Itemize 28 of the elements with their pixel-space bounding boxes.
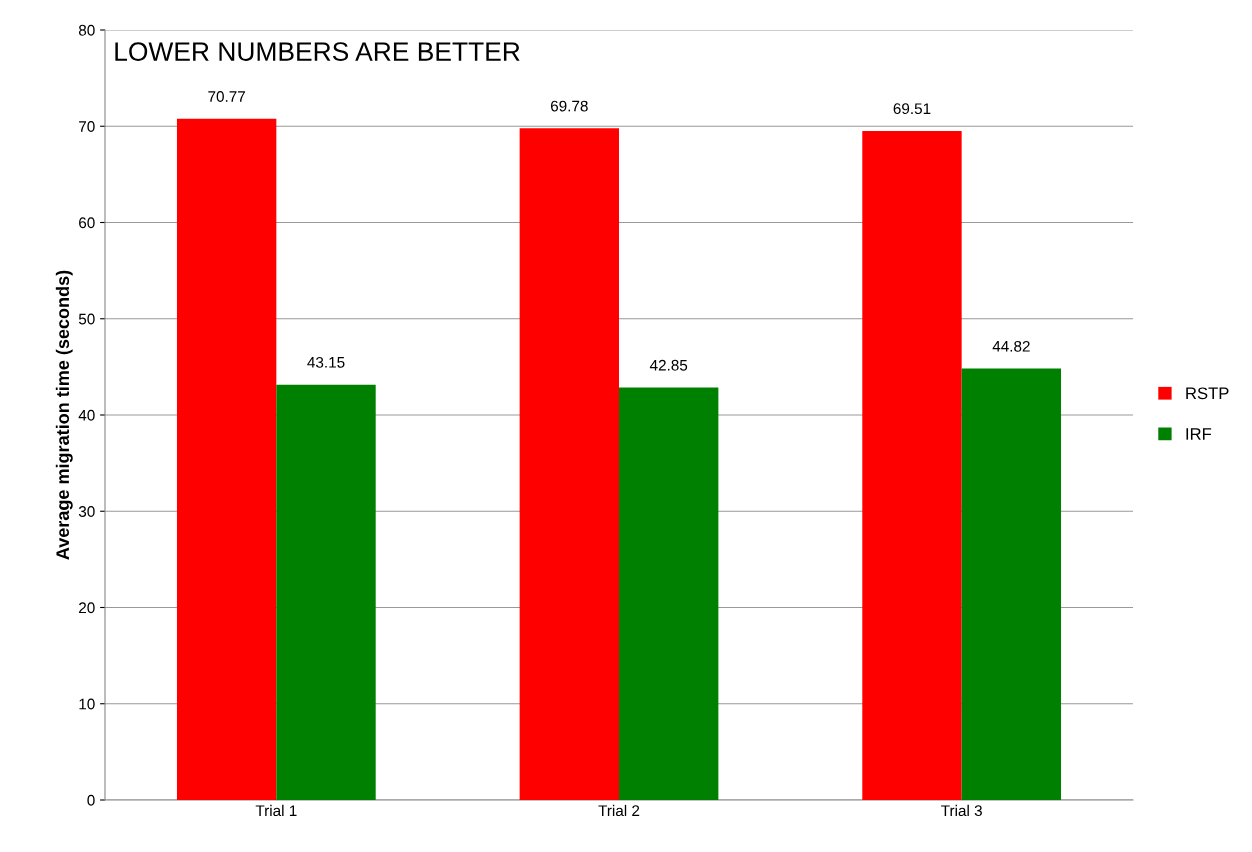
bar	[619, 387, 719, 800]
y-tick-label: 40	[78, 409, 95, 421]
x-tick-label: Trial 1	[255, 804, 297, 817]
data-label: 42.85	[649, 359, 688, 371]
data-label: 43.15	[307, 356, 345, 368]
y-tick-label: 70	[79, 121, 95, 132]
bar	[176, 118, 277, 800]
legend-label: IRF	[1186, 428, 1212, 440]
y-tick-label: 30	[78, 506, 95, 517]
bar	[276, 384, 376, 800]
data-label: 69.78	[550, 100, 588, 112]
annotation: LOWER NUMBERS ARE BETTER	[115, 42, 520, 61]
y-tick-label: 80	[78, 24, 95, 36]
data-label: 44.82	[992, 340, 1030, 352]
x-tick-label: Trial 2	[598, 804, 640, 817]
y-axis-title: Average migration time (seconds)	[55, 270, 73, 560]
y-tick-label: 10	[79, 698, 95, 710]
bar	[519, 128, 619, 800]
y-tick-label: 60	[79, 217, 95, 229]
y-tick-label: 0	[87, 794, 95, 806]
y-tick-label: 50	[78, 313, 95, 325]
data-label: 70.77	[208, 91, 245, 102]
data-label: 69.51	[893, 103, 931, 115]
x-tick-label: Trial 3	[941, 804, 982, 817]
bar	[961, 368, 1062, 800]
y-tick-label: 20	[79, 602, 95, 614]
bar	[862, 130, 962, 800]
legend-label: RSTP	[1186, 387, 1229, 400]
